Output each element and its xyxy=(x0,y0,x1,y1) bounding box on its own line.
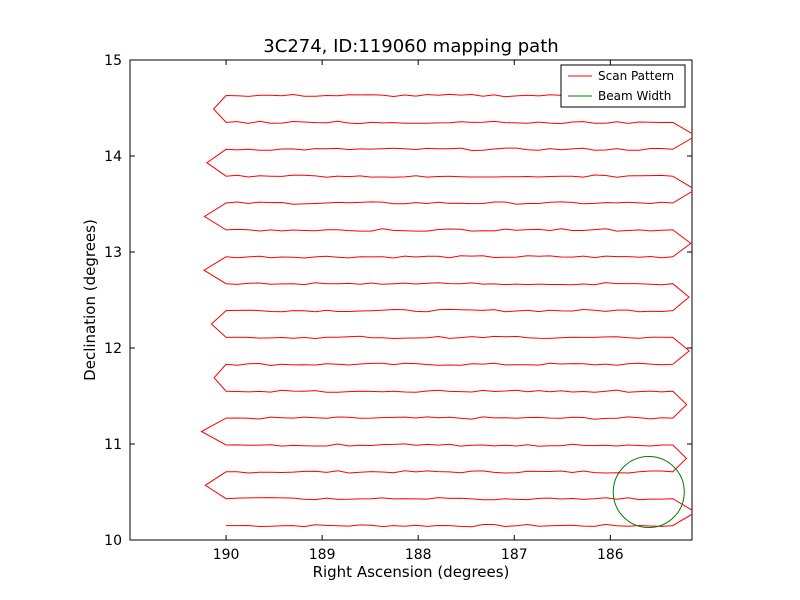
y-tick-label: 10 xyxy=(104,533,122,549)
x-axis-label: Right Ascension (degrees) xyxy=(313,563,510,581)
series-scan-pattern-line xyxy=(200,93,692,528)
data-layer xyxy=(200,93,692,529)
x-tick-label: 190 xyxy=(213,547,240,563)
ticks-layer: 190 189 188 187 186 10 11 12 13 14 15 xyxy=(104,53,692,563)
legend-box xyxy=(560,64,686,108)
chart-title: 3C274, ID:119060 mapping path xyxy=(263,36,558,57)
legend: Scan Pattern Beam Width xyxy=(560,64,686,108)
y-tick-label: 11 xyxy=(104,437,122,453)
legend-label-scan-pattern: Scan Pattern xyxy=(598,69,674,83)
legend-label-beam-width: Beam Width xyxy=(598,89,671,103)
y-tick-label: 12 xyxy=(104,341,122,357)
series-beam-width-circle xyxy=(612,455,685,529)
x-tick-label: 188 xyxy=(405,547,432,563)
x-tick-label: 187 xyxy=(501,547,528,563)
y-tick-label: 13 xyxy=(104,245,122,261)
y-tick-label: 15 xyxy=(104,53,122,69)
x-tick-label: 189 xyxy=(309,547,336,563)
y-axis-label: Declination (degrees) xyxy=(81,219,99,381)
plot-area xyxy=(129,59,693,541)
x-tick-label: 186 xyxy=(597,547,624,563)
y-tick-label: 14 xyxy=(104,149,122,165)
